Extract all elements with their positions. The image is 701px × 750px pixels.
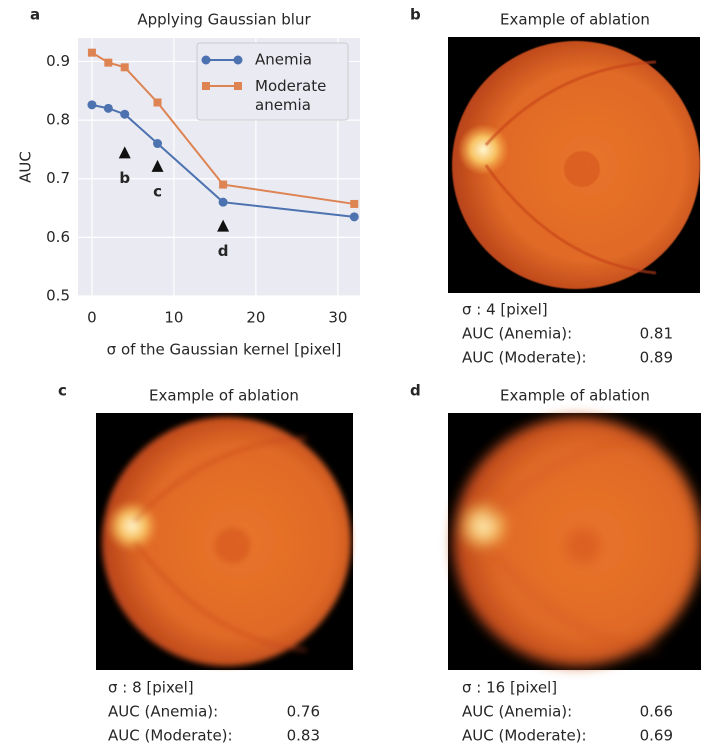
auc-value: 0.66 bbox=[640, 703, 673, 721]
marker bbox=[121, 63, 129, 71]
auc-label: AUC (Anemia): bbox=[462, 703, 572, 721]
annotation-label: d bbox=[218, 242, 229, 260]
auc-label: AUC (Anemia): bbox=[108, 703, 218, 721]
y-tick-label: 0.5 bbox=[46, 287, 70, 305]
marker bbox=[88, 49, 96, 57]
marker bbox=[154, 99, 162, 107]
fundus-image bbox=[453, 417, 701, 666]
panel-title: Example of ablation bbox=[149, 387, 299, 405]
optic-disc bbox=[458, 124, 509, 175]
chart-title: Applying Gaussian blur bbox=[137, 11, 311, 29]
marker bbox=[153, 139, 162, 148]
panel-label: b bbox=[410, 6, 421, 24]
x-tick-label: 20 bbox=[246, 309, 265, 327]
y-tick-label: 0.6 bbox=[46, 228, 70, 246]
x-tick-label: 30 bbox=[328, 309, 347, 327]
legend-marker bbox=[234, 82, 242, 90]
y-axis-label: AUC bbox=[17, 151, 35, 183]
marker bbox=[120, 110, 129, 119]
panel-title: Example of ablation bbox=[500, 11, 650, 29]
auc-value: 0.83 bbox=[287, 727, 320, 745]
y-tick-label: 0.7 bbox=[46, 169, 70, 187]
y-tick-label: 0.9 bbox=[46, 52, 70, 70]
auc-value: 0.89 bbox=[640, 349, 673, 367]
auc-value: 0.69 bbox=[640, 727, 673, 745]
panel-label: c bbox=[58, 382, 67, 400]
marker bbox=[219, 198, 228, 207]
fundus-image bbox=[102, 417, 351, 666]
macula bbox=[566, 528, 602, 564]
panel-label: a bbox=[30, 6, 40, 24]
sigma-label: σ : 4 [pixel] bbox=[462, 301, 548, 319]
legend-marker bbox=[202, 56, 211, 65]
panel-label: d bbox=[410, 382, 421, 400]
annotation-label: b bbox=[119, 169, 130, 187]
marker bbox=[219, 181, 227, 189]
panel-title: Example of ablation bbox=[500, 387, 650, 405]
legend-label: Anemia bbox=[255, 51, 312, 69]
auc-label: AUC (Moderate): bbox=[462, 727, 587, 745]
marker bbox=[104, 59, 112, 67]
macula bbox=[564, 151, 600, 187]
auc-label: AUC (Moderate): bbox=[108, 727, 233, 745]
x-tick-label: 0 bbox=[87, 309, 97, 327]
y-tick-label: 0.8 bbox=[46, 111, 70, 129]
marker bbox=[104, 104, 113, 113]
auc-value: 0.76 bbox=[287, 703, 320, 721]
x-axis-label: σ of the Gaussian kernel [pixel] bbox=[107, 341, 342, 359]
x-tick-label: 10 bbox=[164, 309, 183, 327]
optic-disc bbox=[458, 500, 509, 551]
marker bbox=[350, 200, 358, 208]
auc-label: AUC (Anemia): bbox=[462, 325, 572, 343]
sigma-label: σ : 16 [pixel] bbox=[462, 679, 557, 697]
legend-marker bbox=[202, 82, 210, 90]
legend-marker bbox=[234, 56, 243, 65]
fundus-image bbox=[452, 41, 700, 289]
auc-value: 0.81 bbox=[640, 325, 673, 343]
figure: a Applying Gaussian blur AUC σ of the Ga… bbox=[0, 0, 701, 750]
marker bbox=[87, 100, 96, 109]
sigma-label: σ : 8 [pixel] bbox=[108, 679, 194, 697]
macula bbox=[215, 528, 251, 564]
annotation-label: c bbox=[153, 182, 162, 200]
marker bbox=[350, 212, 359, 221]
optic-disc bbox=[106, 500, 157, 551]
auc-label: AUC (Moderate): bbox=[462, 349, 587, 367]
